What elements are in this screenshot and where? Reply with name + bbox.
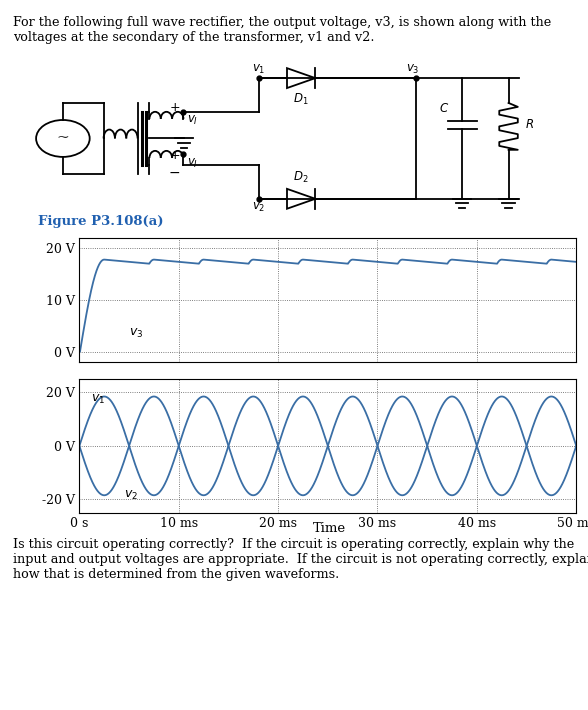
Text: $v_3$: $v_3$ [129, 327, 143, 340]
Text: Is this circuit operating correctly?  If the circuit is operating correctly, exp: Is this circuit operating correctly? If … [13, 538, 588, 581]
Text: Time: Time [313, 522, 346, 535]
Text: $v_2$: $v_2$ [124, 489, 138, 502]
Text: $v_1$: $v_1$ [252, 62, 265, 76]
Text: $C$: $C$ [439, 102, 449, 115]
Text: $v_I$: $v_I$ [186, 157, 198, 170]
Text: $D_2$: $D_2$ [293, 170, 309, 185]
Text: +: + [169, 101, 180, 114]
Text: Figure P3.108(a): Figure P3.108(a) [38, 215, 163, 228]
Text: +: + [169, 149, 180, 162]
Text: ~: ~ [56, 131, 69, 146]
Text: $v_2$: $v_2$ [252, 201, 265, 214]
Text: $v_I$: $v_I$ [186, 114, 198, 127]
Text: $R$: $R$ [525, 118, 534, 131]
Text: $D_1$: $D_1$ [293, 92, 309, 106]
Text: For the following full wave rectifier, the output voltage, v3, is shown along wi: For the following full wave rectifier, t… [13, 16, 551, 43]
Text: $v_3$: $v_3$ [406, 62, 420, 76]
Text: $v_1$: $v_1$ [91, 393, 105, 406]
Text: −: − [169, 166, 181, 180]
